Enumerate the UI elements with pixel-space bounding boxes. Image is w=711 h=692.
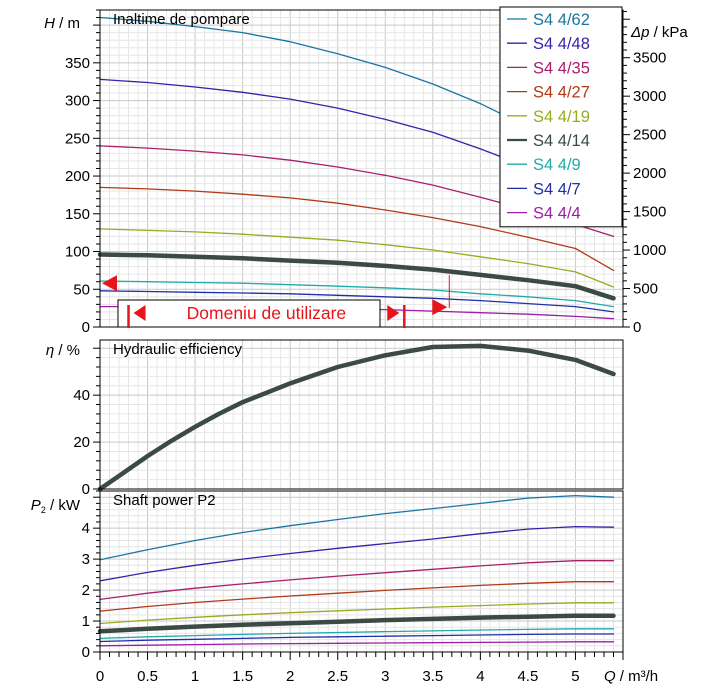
x-tick-label: 0	[96, 668, 104, 685]
legend: S4 4/62 S4 4/48 S4 4/35 S4 4/27 S4 4/19 S4 4/…	[499, 6, 623, 228]
right-axis-label: Δp / kPa	[630, 24, 688, 41]
series-line-power-S4-4-4	[99, 641, 615, 647]
series-line-power-S4-4-48	[99, 525, 615, 582]
series-layer	[97, 16, 616, 647]
series-line-power-S4-4-7	[99, 633, 615, 643]
legend-entry: S4 4/62	[533, 11, 590, 29]
series-line-power-S4-4-19	[99, 602, 615, 625]
y-tick-label: 200	[65, 168, 90, 185]
y-tick-label: 150	[65, 206, 90, 223]
series-line-head-S4-4-14	[97, 252, 616, 301]
y-tick-label: 0	[82, 481, 90, 498]
series-line-power-S4-4-35	[99, 560, 615, 601]
right-tick-label: 0	[633, 319, 641, 336]
y-tick-label: 2	[82, 582, 90, 599]
y-tick-label: 0	[82, 644, 90, 661]
x-tick-label: 3.5	[422, 668, 443, 685]
x-tick-label: 3	[381, 668, 389, 685]
y-tick-label: 0	[82, 319, 90, 336]
range-marker-end-icon	[432, 299, 448, 316]
range-arrow-right-icon	[387, 305, 400, 321]
y-tick-label: 1	[82, 613, 90, 630]
series-line-efficiency	[97, 343, 616, 492]
series-line-power-S4-4-14	[97, 613, 616, 634]
range-marker-start-icon	[102, 275, 117, 292]
legend-entry: S4 4/19	[533, 108, 590, 126]
y-tick-label: 20	[73, 434, 90, 451]
legend-entry: S4 4/4	[533, 205, 581, 223]
x-axis-label: Q / m³/h	[604, 668, 658, 685]
x-tick-label: 4	[476, 668, 484, 685]
annotation-text: Domeniu de utilizare	[187, 303, 347, 323]
right-tick-label: 1500	[633, 204, 666, 221]
series-line-head-S4-4-27	[99, 186, 615, 272]
y-tick-label: 50	[73, 281, 90, 298]
right-tick-label: 500	[633, 281, 658, 298]
right-tick-label: 2500	[633, 127, 666, 144]
legend-entry: S4 4/9	[533, 156, 581, 174]
x-tick-label: 2.5	[327, 668, 348, 685]
panel-title-efficiency: Hydraulic efficiency	[113, 341, 242, 358]
x-tick-label: 1.5	[232, 668, 253, 685]
x-tick-label: 5	[571, 668, 579, 685]
legend-entry: S4 4/7	[533, 180, 581, 198]
y-tick-label: 100	[65, 244, 90, 261]
annotation-box	[117, 299, 381, 328]
y-axis-label-power: P2 / kW	[31, 497, 81, 515]
y-tick-label: 3	[82, 551, 90, 568]
legend-entry: S4 4/14	[533, 132, 590, 150]
right-tick-label: 3500	[633, 50, 666, 67]
right-tick-label: 2000	[633, 165, 666, 182]
series-line-power-S4-4-62	[99, 494, 615, 561]
x-tick-label: 2	[286, 668, 294, 685]
series-line-power-S4-4-27	[99, 581, 615, 612]
series-line-head-S4-4-19	[99, 228, 615, 288]
x-tick-label: 1	[191, 668, 199, 685]
series-line-power-S4-4-9	[99, 628, 615, 640]
series-line-head-S4-4-9	[99, 280, 615, 308]
usage-range-annotation: Domeniu de utilizare	[102, 274, 450, 328]
y-tick-label: 350	[65, 55, 90, 72]
y-tick-label: 40	[73, 387, 90, 404]
y-tick-label: 250	[65, 130, 90, 147]
series-line-head-S4-4-7	[99, 290, 615, 313]
legend-entry: S4 4/27	[533, 84, 590, 102]
legend-entry: S4 4/48	[533, 35, 590, 53]
x-tick-label: 4.5	[517, 668, 538, 685]
y-axis-label-head: H / m	[44, 15, 80, 32]
right-tick-label: 3000	[633, 88, 666, 105]
legend-entry: S4 4/35	[533, 59, 590, 77]
series-line-head-S4-4-62	[99, 16, 577, 155]
plot-frame-efficiency	[99, 339, 624, 490]
right-tick-label: 1000	[633, 242, 666, 259]
range-arrow-left-icon	[133, 305, 146, 321]
y-tick-label: 4	[82, 520, 90, 537]
x-tick-label: 0.5	[137, 668, 158, 685]
panel-title-head: Inaltime de pompare	[113, 11, 250, 28]
y-tick-label: 300	[65, 93, 90, 110]
y-axis-label-efficiency: η / %	[46, 342, 80, 359]
panel-title-power: Shaft power P2	[113, 492, 216, 509]
